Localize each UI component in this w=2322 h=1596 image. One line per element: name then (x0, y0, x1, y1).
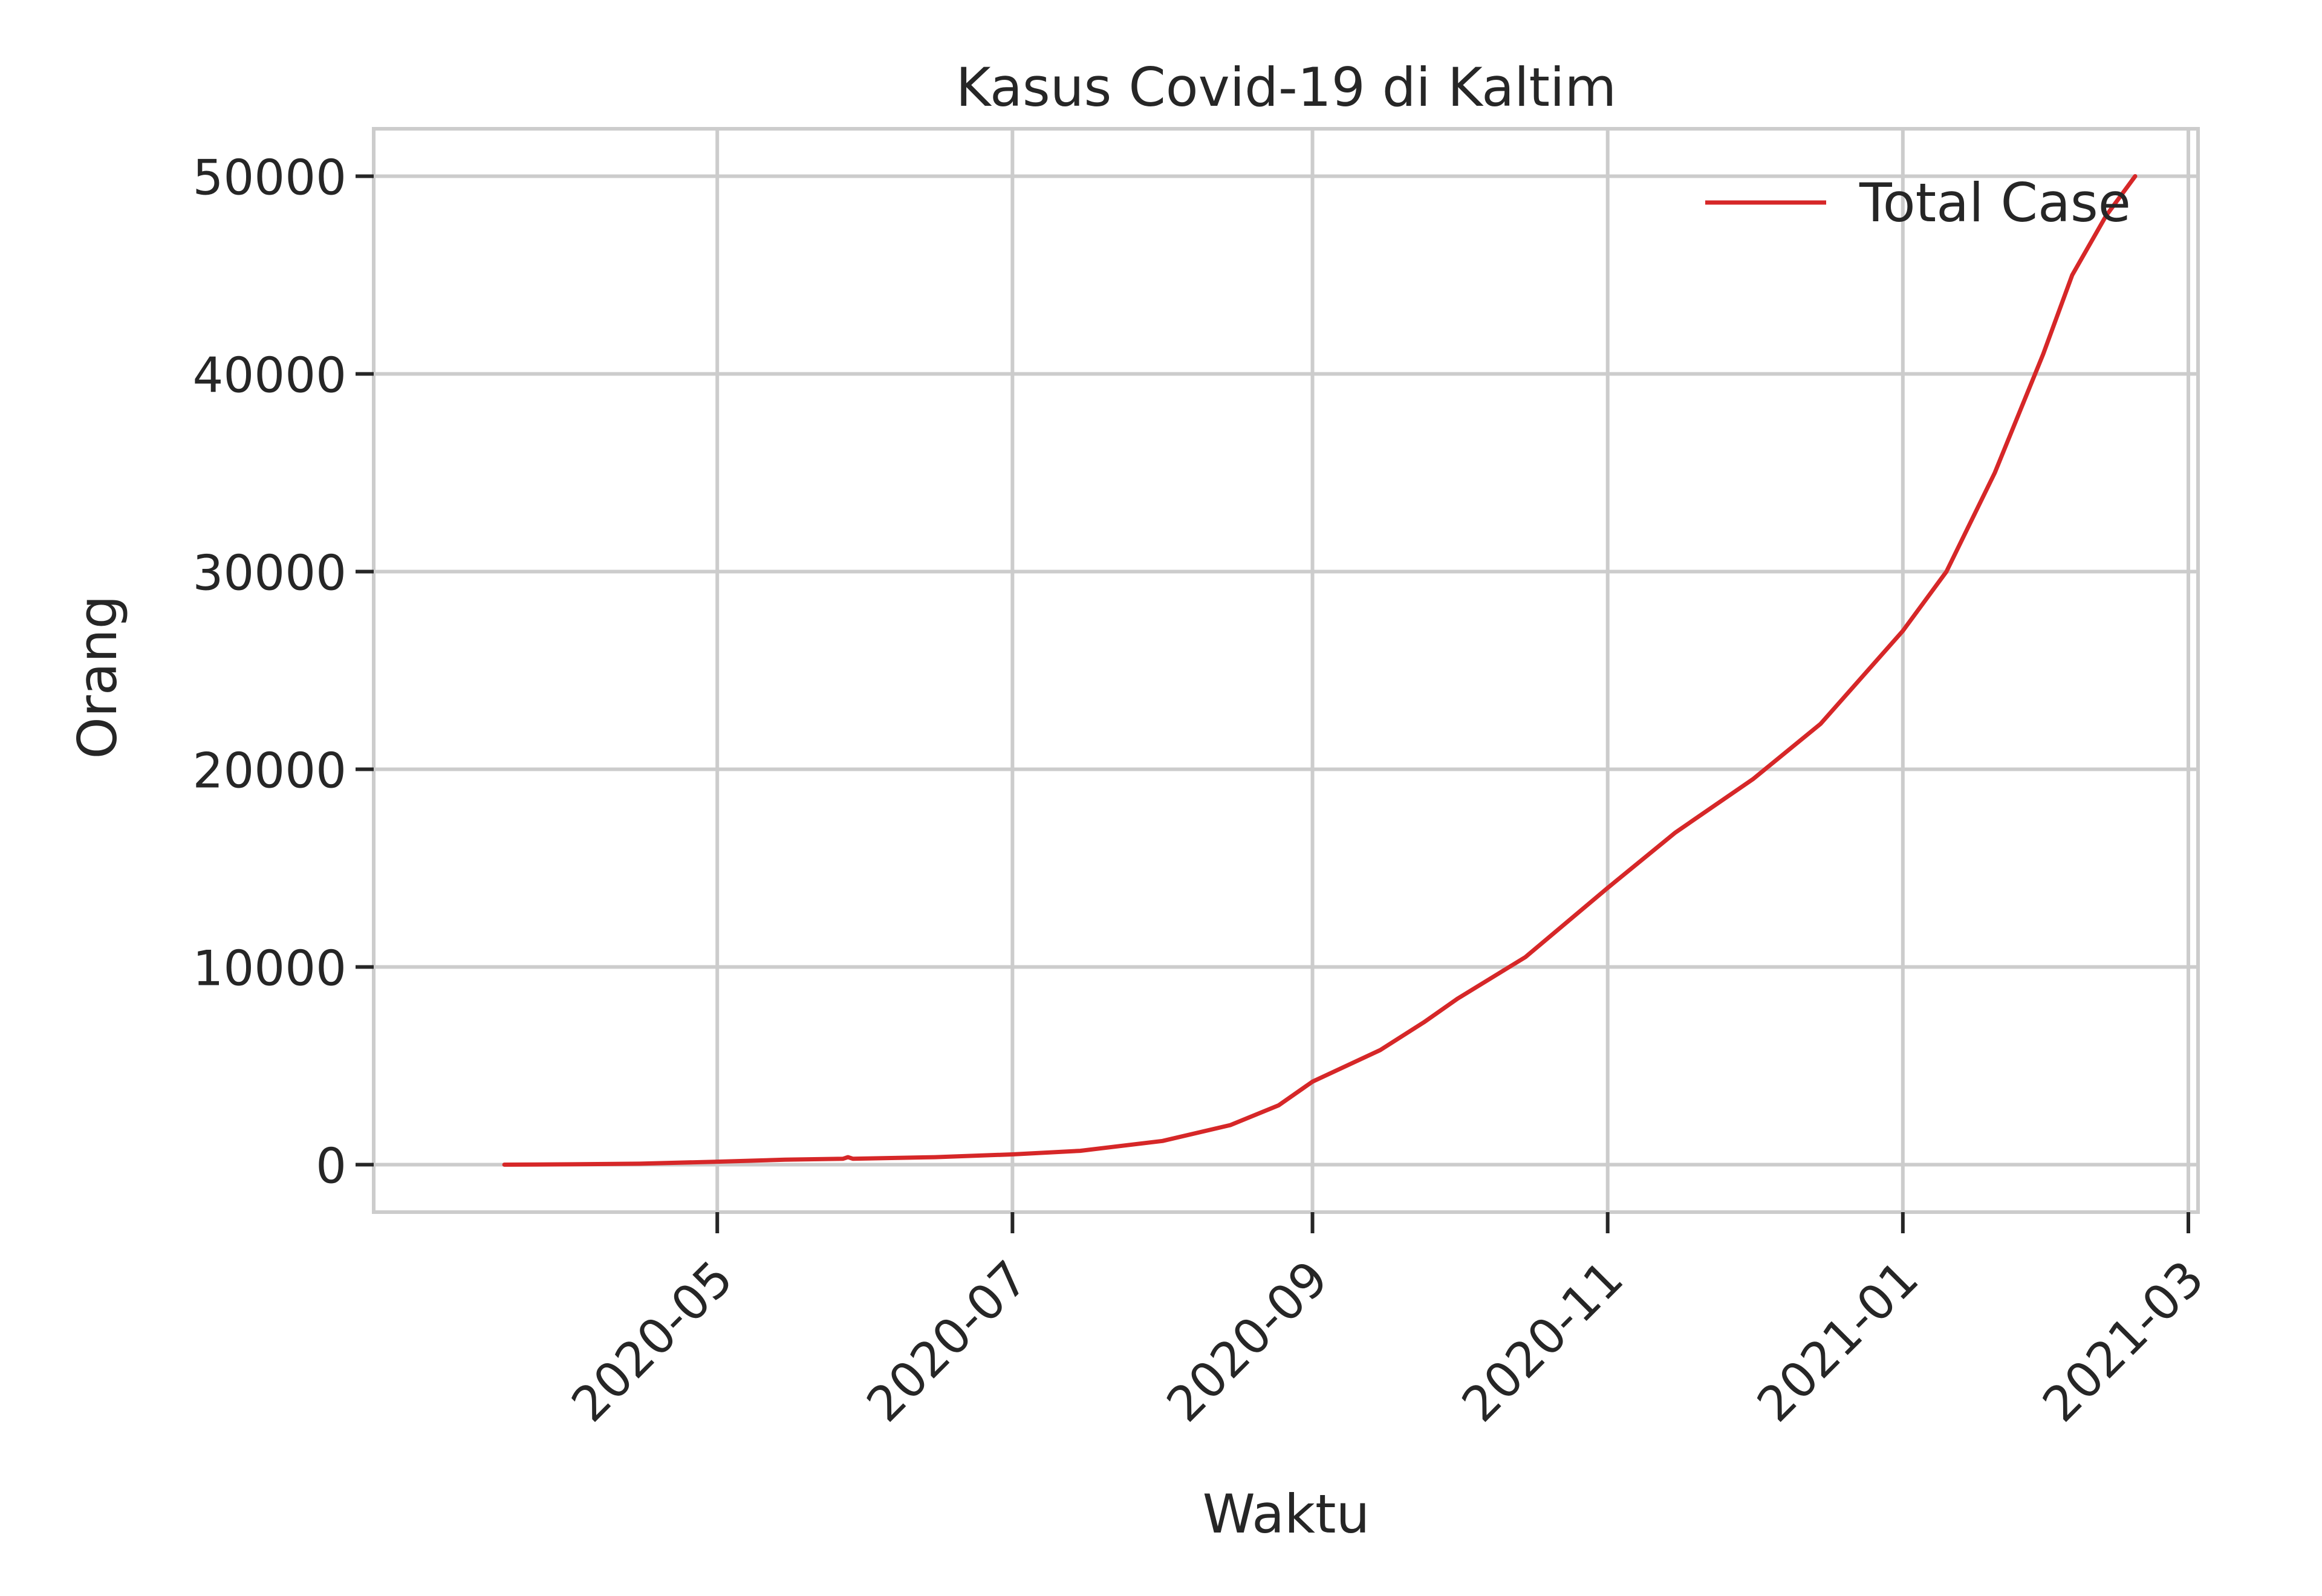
y-tick-label: 50000 (193, 149, 347, 206)
legend: Total Case (1705, 172, 2131, 234)
legend-label-total-case: Total Case (1859, 172, 2131, 234)
chart-title: Kasus Covid-19 di Kaltim (956, 56, 1616, 118)
y-tick-label: 30000 (193, 545, 347, 601)
y-tick-label: 20000 (193, 743, 347, 799)
series-line-total-case (502, 174, 2138, 1167)
y-tick-label: 10000 (193, 941, 347, 997)
grid (374, 129, 2198, 1212)
x-axis-label: Waktu (1203, 1483, 1370, 1545)
plot-frame (372, 127, 2200, 1214)
y-tick-label: 0 (316, 1138, 346, 1195)
y-axis-label: Orang (67, 595, 129, 759)
y-tick-label: 40000 (193, 347, 347, 403)
